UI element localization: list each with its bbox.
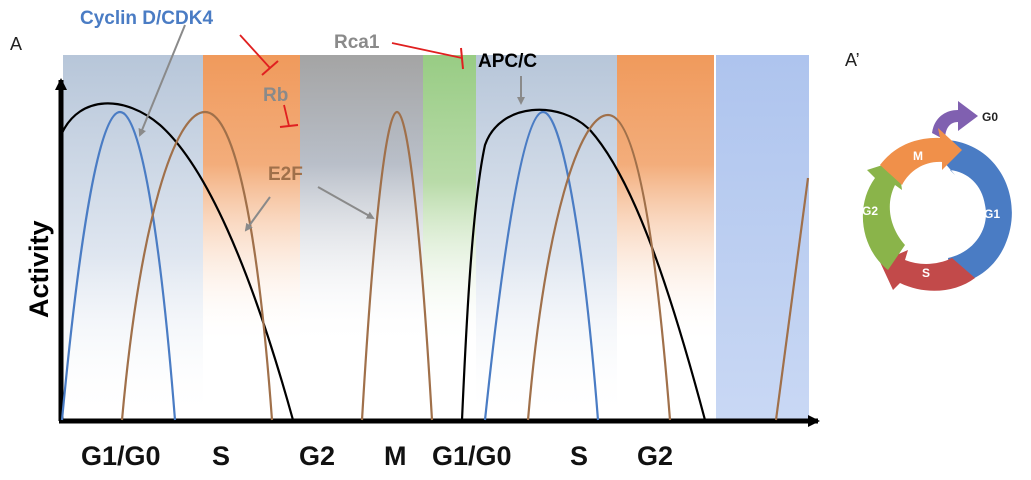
apc-label: APC/C <box>478 51 537 72</box>
wheel-m-segment <box>880 128 962 185</box>
wheel-g1-segment <box>938 140 1012 285</box>
band-g1-g0-1 <box>63 55 203 420</box>
wheel-g2-segment <box>862 160 905 270</box>
panel-label-a-prime: A’ <box>845 50 860 70</box>
phase-label-g2-1: G2 <box>299 441 335 471</box>
e2f-arrow-1 <box>244 196 271 232</box>
phase-label-s-1: S <box>212 441 230 471</box>
cyclin-rb-inhibition <box>239 34 271 69</box>
rb-e2f-inhibition <box>283 104 290 127</box>
e2f-curve-2 <box>360 110 434 421</box>
rca1-apc-bar <box>460 47 464 70</box>
cyclin-curve-2 <box>483 110 600 421</box>
panel-label-a: A <box>10 34 22 54</box>
wheel-s-segment <box>880 250 975 291</box>
activity-curves <box>60 102 810 421</box>
axes <box>55 78 820 427</box>
phase-label-m: M <box>384 441 407 471</box>
rb-e2f-bar <box>279 124 299 128</box>
rb-label: Rb <box>263 85 288 106</box>
cyclin-rb-bar <box>261 60 279 76</box>
wheel-g1-label: G1 <box>984 207 1000 221</box>
phase-label-g1-g0-1: G1/G0 <box>81 441 161 471</box>
band-blue <box>716 55 809 420</box>
e2f-arrow-2 <box>317 186 375 219</box>
phase-labels: G1/G0 S G2 M G1/G0 S G2 <box>81 441 673 471</box>
wheel-g2-label: G2 <box>862 204 878 218</box>
band-m <box>423 55 476 420</box>
wheel-s-label: S <box>922 266 930 280</box>
cyclin-curve-1 <box>60 110 177 421</box>
e2f-curve-4 <box>774 177 810 421</box>
y-axis-label: Activity <box>24 220 54 318</box>
phase-label-g1-g0-2: G1/G0 <box>432 441 512 471</box>
wheel-g0-label: G0 <box>982 110 998 124</box>
apc-curve-1 <box>61 102 295 421</box>
e2f-label: E2F <box>268 164 303 185</box>
cyclin-arrow <box>138 24 186 137</box>
wheel-m-label: M <box>913 149 923 163</box>
phase-bands <box>63 55 809 420</box>
annotation-connectors <box>138 24 525 232</box>
annotation-labels: Cyclin D/CDK4 Rb E2F Rca1 APC/C <box>80 8 537 185</box>
apc-curve-2 <box>460 108 707 421</box>
rca1-label: Rca1 <box>334 32 380 53</box>
phase-label-s-2: S <box>570 441 588 471</box>
rca1-apc-inhibition <box>391 42 463 59</box>
e2f-curve-1 <box>120 110 274 421</box>
phase-label-g2-2: G2 <box>637 441 673 471</box>
cell-cycle-wheel: G0 G1 S G2 M <box>862 101 1012 291</box>
wheel-g0-arrow <box>932 101 978 140</box>
cyclin-label: Cyclin D/CDK4 <box>80 8 213 29</box>
e2f-curve-3 <box>526 113 672 421</box>
band-g2-1 <box>300 55 423 420</box>
